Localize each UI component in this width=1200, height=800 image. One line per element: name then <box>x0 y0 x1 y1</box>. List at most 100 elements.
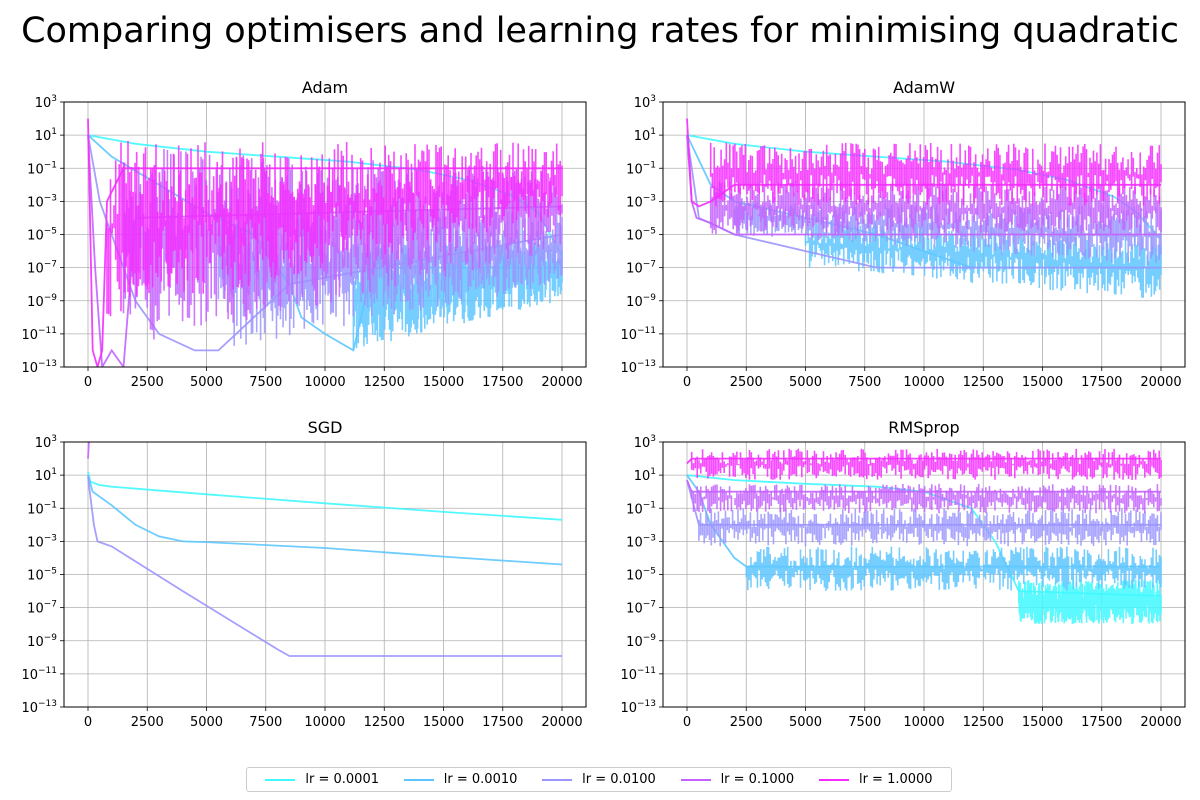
x-tick-label: 2500 <box>131 375 164 390</box>
series-band-1 <box>745 546 1162 591</box>
y-tick-label: 101 <box>35 127 57 144</box>
series-line-0 <box>87 471 563 521</box>
axes-frame <box>63 101 587 368</box>
subplot-adam: Adam 0 2500 5000 7500 10000 12500 15000 17500 200… <box>21 78 587 390</box>
y-tick-label: 10−3 <box>626 193 656 210</box>
y-tick-label: 10−7 <box>27 600 57 617</box>
x-tick-label: 15000 <box>423 375 464 390</box>
x-tick-label: 20000 <box>1140 715 1181 730</box>
legend-swatch <box>680 778 711 781</box>
legend: lr = 0.0001 lr = 0.0010 lr = 0.0100 lr =… <box>246 767 952 792</box>
y-tick-label: 103 <box>634 434 656 451</box>
y-tick-label: 101 <box>35 467 57 484</box>
series-line-4 <box>87 118 562 367</box>
x-tick-label: 20000 <box>541 375 582 390</box>
series-band-4 <box>690 448 1162 480</box>
y-tick-label: 10−5 <box>27 227 57 244</box>
x-tick-label: 10000 <box>903 715 944 730</box>
x-tick-label: 2500 <box>730 375 763 390</box>
x-tick-label: 17500 <box>482 715 523 730</box>
y-tick-label: 10−9 <box>626 293 656 310</box>
x-tick-label: 5000 <box>789 715 822 730</box>
x-tick-label: 17500 <box>1081 375 1122 390</box>
axes-frame <box>662 441 1186 708</box>
subplot-sgd: SGD 0 2500 5000 7500 10000 12500 15000 17500 2000… <box>21 418 587 730</box>
x-tick-label: 10000 <box>304 715 345 730</box>
x-tick-label: 15000 <box>423 715 464 730</box>
y-tick-label: 10−13 <box>21 359 57 376</box>
series-group <box>686 448 1162 625</box>
legend-item: lr = 0.0001 <box>265 772 379 787</box>
x-tick-label: 2500 <box>131 715 164 730</box>
series-group <box>87 118 563 367</box>
x-tick-label: 0 <box>683 375 691 390</box>
series-band-3 <box>690 483 1162 514</box>
legend-label: lr = 0.0010 <box>443 772 518 787</box>
series-line-2 <box>87 476 562 657</box>
y-tick-label: 10−11 <box>21 666 57 683</box>
x-tick-label: 12500 <box>364 375 405 390</box>
y-tick-label: 101 <box>634 127 656 144</box>
axes-frame <box>662 101 1186 368</box>
x-tick-label: 0 <box>683 715 691 730</box>
series-line-4 <box>686 118 1161 208</box>
x-tick-label: 5000 <box>190 375 223 390</box>
x-tick-label: 15000 <box>1022 375 1063 390</box>
y-tick-label: 103 <box>35 434 57 451</box>
y-tick-label: 10−9 <box>27 293 57 310</box>
x-tick-label: 12500 <box>364 715 405 730</box>
series-band-3 <box>709 181 1162 235</box>
y-tick-label: 10−1 <box>27 160 57 177</box>
subplot-title: Adam <box>302 78 348 97</box>
axes-frame <box>63 441 587 708</box>
x-tick-label: 10000 <box>903 375 944 390</box>
x-tick-label: 7500 <box>249 715 282 730</box>
y-tick-label: 10−11 <box>21 326 57 343</box>
subplot-title: SGD <box>308 418 343 437</box>
x-tick-label: 20000 <box>541 715 582 730</box>
legend-item: lr = 0.0100 <box>542 772 656 787</box>
series-line-3 <box>686 135 1161 236</box>
legend-label: lr = 0.0001 <box>305 772 379 787</box>
y-tick-label: 101 <box>634 467 656 484</box>
series-band-4 <box>709 142 1162 207</box>
x-tick-label: 17500 <box>1081 715 1122 730</box>
series-line-4 <box>686 457 1161 465</box>
series-band-2 <box>698 508 1162 547</box>
y-tick-label: 10−11 <box>620 666 656 683</box>
legend-item: lr = 0.1000 <box>680 772 795 787</box>
x-tick-label: 7500 <box>249 375 282 390</box>
legend-label: lr = 0.0100 <box>582 772 656 787</box>
x-tick-label: 15000 <box>1022 715 1063 730</box>
y-tick-label: 10−7 <box>626 600 656 617</box>
figure-title: Comparing optimisers and learning rates … <box>21 11 1179 51</box>
series-group <box>686 118 1162 298</box>
subplot-adamw: AdamW 0 2500 5000 7500 10000 12500 15000 17500 20… <box>620 78 1186 390</box>
x-tick-label: 12500 <box>963 715 1004 730</box>
y-tick-label: 10−3 <box>626 533 656 550</box>
series-band-4 <box>106 140 563 317</box>
x-tick-label: 7500 <box>848 715 881 730</box>
y-tick-label: 10−1 <box>626 160 656 177</box>
x-tick-label: 0 <box>84 715 92 730</box>
subplot-rmsprop: RMSprop 0 2500 5000 7500 10000 12500 15000 17500… <box>620 418 1186 730</box>
y-tick-label: 10−13 <box>620 699 656 716</box>
y-tick-label: 10−5 <box>27 567 57 584</box>
series-band-0 <box>1018 579 1162 625</box>
subplot-title: RMSprop <box>888 418 959 437</box>
y-tick-label: 10−11 <box>620 326 656 343</box>
y-tick-label: 103 <box>634 94 656 111</box>
y-tick-label: 10−1 <box>626 500 656 517</box>
series-line-3 <box>87 442 90 459</box>
legend-swatch <box>403 778 434 781</box>
legend-label: lr = 0.1000 <box>720 772 795 787</box>
y-tick-label: 10−3 <box>27 193 57 210</box>
y-tick-label: 10−3 <box>27 533 57 550</box>
x-tick-label: 20000 <box>1140 375 1181 390</box>
x-tick-label: 17500 <box>482 375 523 390</box>
x-tick-label: 10000 <box>304 375 345 390</box>
x-tick-label: 0 <box>84 375 92 390</box>
y-tick-label: 103 <box>35 94 57 111</box>
legend-swatch <box>542 778 573 781</box>
